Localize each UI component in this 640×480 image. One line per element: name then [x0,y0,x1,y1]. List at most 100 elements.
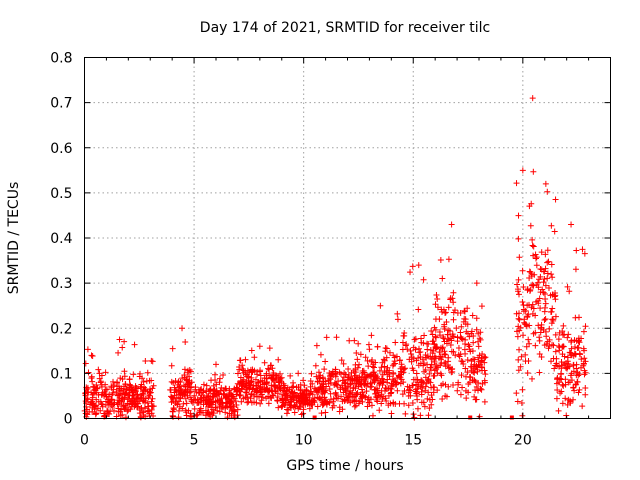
data-point [535,297,542,304]
data-point [571,344,578,351]
data-point [270,392,277,399]
data-point [202,412,209,419]
data-point [434,295,441,302]
data-point [568,377,575,384]
data-point [300,400,307,407]
data-point [454,334,461,341]
data-point [464,369,471,376]
data-point [555,343,562,350]
data-point [431,358,438,365]
data-point [455,351,462,358]
data-point [530,252,537,259]
data-point [458,335,465,342]
data-point [432,326,439,333]
data-point [179,391,186,398]
data-point [143,378,150,385]
data-point [293,384,300,391]
data-point [170,405,177,412]
data-point [111,382,118,389]
data-point [98,383,105,390]
data-point [130,371,137,378]
data-point [478,303,485,310]
data-point [437,257,444,264]
data-point [401,366,408,373]
data-point [389,381,396,388]
data-point [90,383,97,390]
data-point [119,411,126,418]
data-point [529,236,536,243]
data-point [248,391,255,398]
data-point [371,369,378,376]
data-point [515,288,522,295]
data-point [256,393,263,400]
data-point [575,372,582,379]
data-point [170,379,177,386]
data-point [568,345,575,352]
data-point [171,384,178,391]
data-point [541,275,548,282]
data-point [89,391,96,398]
data-point [177,395,184,402]
data-point [256,343,263,350]
data-point [515,323,522,330]
data-point [412,335,419,342]
data-point [453,325,460,332]
data-point [182,339,189,346]
data-point [387,385,394,392]
data-point [247,381,254,388]
data-point [399,391,406,398]
data-point [579,403,586,410]
data-point [368,332,375,339]
data-point [418,391,425,398]
data-point [121,406,128,413]
data-point [295,370,302,377]
data-point [258,397,265,404]
data-point [347,391,354,398]
data-point [316,395,323,402]
data-point [541,317,548,324]
data-point [390,370,397,377]
data-point [381,357,388,364]
data-point [274,390,281,397]
data-point [327,396,334,403]
data-point [116,395,123,402]
data-point [523,343,530,350]
data-point [514,333,521,340]
data-point [363,388,370,395]
data-point [218,395,225,402]
data-point [440,335,447,342]
data-point [213,381,220,388]
data-point [557,375,564,382]
data-point [131,387,138,394]
data-point [365,363,372,370]
data-point [275,379,282,386]
data-point [207,386,214,393]
data-point [183,400,190,407]
data-point [115,383,122,390]
data-point [390,400,397,407]
x-tick-label: 10 [295,433,313,449]
data-point [513,180,520,187]
data-point [105,393,112,400]
data-point [336,369,343,376]
data-point [145,394,152,401]
data-point [204,392,211,399]
data-point [349,397,356,404]
data-point [144,369,151,376]
data-point [353,397,360,404]
data-point [434,370,441,377]
data-point [475,379,482,386]
data-point [355,400,362,407]
data-point [168,378,175,385]
data-point [542,316,549,323]
data-point [392,339,399,346]
data-point [559,351,566,358]
data-point [559,400,566,407]
data-point [436,349,443,356]
y-tick-label: 0.6 [50,141,72,157]
data-point [97,378,104,385]
data-point [519,386,526,393]
data-point [203,382,210,389]
data-point [409,382,416,389]
data-point [475,358,482,365]
